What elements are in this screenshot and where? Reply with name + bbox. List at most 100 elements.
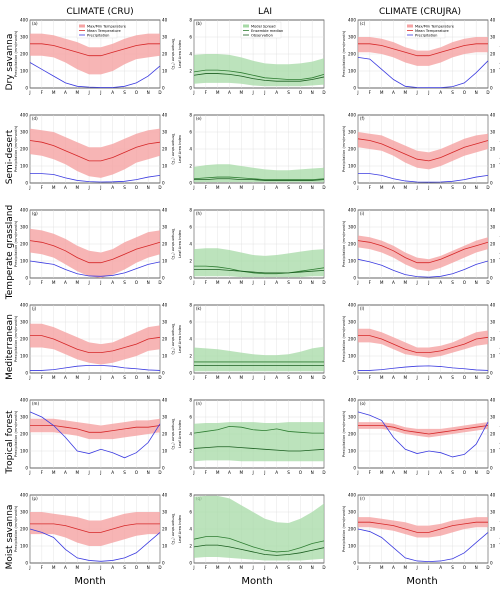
y-tick-label: 300 bbox=[348, 510, 356, 515]
y2-tick-label: 10 bbox=[162, 544, 168, 549]
y-tick-label: 4 bbox=[189, 527, 192, 532]
x-tick-label: J bbox=[251, 280, 253, 285]
panel-letter: (l) bbox=[360, 306, 365, 311]
x-tick-label: F bbox=[369, 90, 372, 95]
y-tick-label: 4 bbox=[189, 52, 192, 57]
y-tick-label: 400 bbox=[348, 493, 356, 498]
observation-line bbox=[194, 269, 325, 274]
row-label-dry-savanna: Dry savanna bbox=[5, 34, 15, 91]
y-axis-label: Leaf Area Index bbox=[178, 514, 182, 543]
y2-tick-label: 0 bbox=[490, 371, 493, 376]
y-tick-label: 300 bbox=[20, 320, 28, 325]
y-axis-label: Precipitation (mm/month) bbox=[14, 410, 18, 457]
y-tick-label: 4 bbox=[189, 337, 192, 342]
x-tick-label: D bbox=[486, 280, 489, 285]
y-tick-label: 0 bbox=[25, 371, 28, 376]
x-tick-label: N bbox=[311, 185, 314, 190]
x-tick-label: S bbox=[287, 185, 290, 190]
y2-tick-label: 0 bbox=[162, 86, 165, 91]
panel-letter: (g) bbox=[32, 211, 38, 216]
y2-tick-label: 30 bbox=[162, 415, 168, 420]
y-tick-label: 4 bbox=[189, 147, 192, 152]
x-tick-label: J bbox=[427, 470, 429, 475]
x-tick-label: J bbox=[415, 90, 417, 95]
temperature-range-area bbox=[358, 328, 488, 358]
y-tick-label: 400 bbox=[20, 303, 28, 308]
y-tick-label: 0 bbox=[189, 86, 192, 91]
x-tick-label: J bbox=[192, 375, 194, 380]
x-tick-label: F bbox=[205, 565, 208, 570]
x-tick-label: J bbox=[192, 90, 194, 95]
mean-temperature-line bbox=[358, 425, 489, 435]
x-tick-label: M bbox=[216, 375, 220, 380]
x-tick-label: J bbox=[28, 375, 30, 380]
x-tick-label: A bbox=[111, 375, 114, 380]
y2-tick-label: 40 bbox=[162, 18, 168, 23]
x-tick-label: O bbox=[135, 280, 139, 285]
legend-swatch bbox=[407, 24, 413, 28]
x-tick-label: N bbox=[311, 565, 314, 570]
x-tick-label: A bbox=[439, 470, 442, 475]
y2-tick-label: 20 bbox=[162, 527, 168, 532]
x-tick-label: D bbox=[486, 470, 489, 475]
x-tick-label: M bbox=[239, 375, 243, 380]
x-tick-label: M bbox=[52, 565, 56, 570]
x-tick-label: S bbox=[287, 375, 290, 380]
x-tick-label: J bbox=[356, 90, 358, 95]
y2-tick-label: 10 bbox=[490, 544, 496, 549]
x-tick-label: A bbox=[228, 90, 231, 95]
y-tick-label: 0 bbox=[353, 561, 356, 566]
y-tick-label: 200 bbox=[20, 527, 28, 532]
y-tick-label: 200 bbox=[20, 337, 28, 342]
x-tick-label: M bbox=[403, 375, 407, 380]
panel-letter: (a) bbox=[32, 21, 38, 26]
y2-tick-label: 10 bbox=[490, 259, 496, 264]
x-tick-label: A bbox=[64, 375, 67, 380]
y-tick-label: 0 bbox=[25, 86, 28, 91]
precipitation-line bbox=[357, 258, 489, 278]
y-axis-label: Precipitation (mm/month) bbox=[342, 220, 346, 267]
y2-axis-label: Temperature (°C) bbox=[171, 227, 175, 260]
x-tick-label: A bbox=[228, 280, 231, 285]
temperature-range-area bbox=[30, 323, 160, 365]
y2-tick-label: 20 bbox=[490, 147, 496, 152]
y2-axis-label: Temperature (°C) bbox=[171, 417, 175, 450]
y2-axis-label: Temperature (°C) bbox=[171, 37, 175, 70]
x-tick-label: A bbox=[275, 470, 278, 475]
x-tick-label: M bbox=[216, 565, 220, 570]
y-axis-label: Precipitation (mm/month) bbox=[342, 30, 346, 77]
legend-box bbox=[76, 21, 118, 39]
y2-tick-label: 20 bbox=[490, 242, 496, 247]
x-tick-label: A bbox=[275, 90, 278, 95]
x-tick-label: J bbox=[356, 470, 358, 475]
y2-tick-label: 30 bbox=[490, 510, 496, 515]
y-tick-label: 0 bbox=[353, 371, 356, 376]
y-tick-label: 300 bbox=[20, 35, 28, 40]
y2-tick-label: 40 bbox=[490, 113, 496, 118]
legend-label: Model Spread bbox=[251, 24, 276, 28]
x-tick-label: D bbox=[486, 565, 489, 570]
model-spread-area bbox=[194, 164, 324, 183]
y-tick-label: 300 bbox=[348, 35, 356, 40]
y-axis-label: Precipitation (mm/month) bbox=[342, 505, 346, 552]
temperature-range-area bbox=[358, 37, 488, 66]
precipitation-line bbox=[357, 411, 489, 458]
x-tick-label: M bbox=[216, 280, 220, 285]
y-tick-label: 100 bbox=[20, 69, 28, 74]
y-axis-label: Leaf Area Index bbox=[178, 134, 182, 163]
x-tick-label: O bbox=[463, 470, 467, 475]
x-tick-label: M bbox=[75, 185, 79, 190]
y2-tick-label: 20 bbox=[162, 147, 168, 152]
x-tick-label: O bbox=[299, 565, 303, 570]
y2-tick-label: 0 bbox=[162, 181, 165, 186]
y-tick-label: 300 bbox=[20, 130, 28, 135]
x-tick-label: S bbox=[123, 565, 126, 570]
y-tick-label: 8 bbox=[189, 208, 192, 213]
